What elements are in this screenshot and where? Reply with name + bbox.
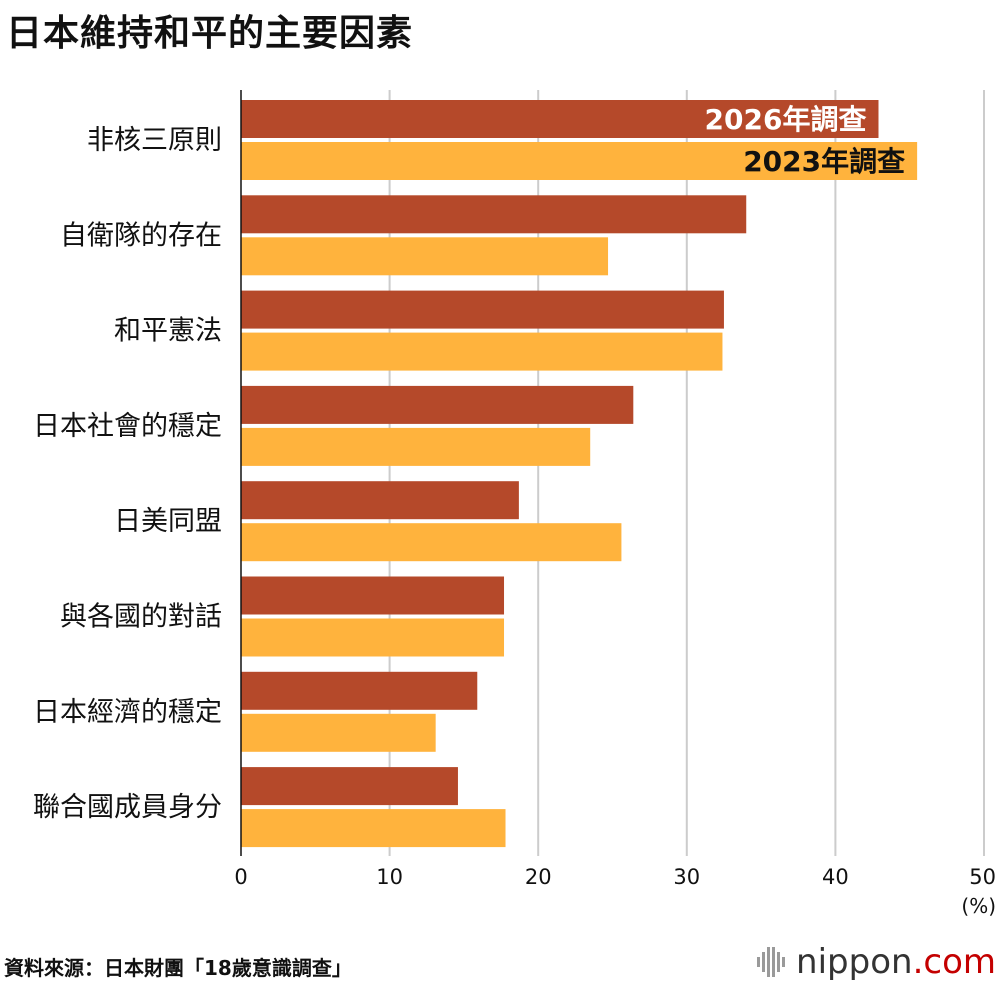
bar-2026	[241, 576, 505, 615]
category-label: 非核三原則	[87, 125, 222, 156]
bar-2026	[241, 385, 634, 424]
bar-2023	[241, 523, 622, 562]
brand-tld: .com	[912, 942, 996, 982]
category-label: 和平憲法	[114, 316, 222, 347]
category-label: 與各國的對話	[60, 602, 222, 633]
category-label: 日美同盟	[114, 506, 222, 537]
bar-2023	[241, 332, 723, 371]
brand-logo: nippon .com	[756, 942, 996, 982]
x-tick-label: 40	[822, 865, 849, 889]
category-label: 日本經濟的穩定	[33, 697, 222, 728]
x-tick-label: 50	[969, 865, 996, 889]
category-label: 日本社會的穩定	[33, 411, 222, 442]
bar-2026	[241, 767, 458, 806]
nippon-logo-icon	[757, 947, 786, 977]
legend-label-2023: 2023年調查	[743, 145, 905, 178]
bar-2026	[241, 481, 519, 520]
bar-2026	[241, 195, 747, 234]
x-tick-label: 0	[234, 865, 247, 889]
source-note: 資料來源：日本財團「18歲意識調查」	[4, 956, 352, 980]
bars	[241, 100, 918, 848]
bar-2026	[241, 100, 879, 138]
brand-wordmark: nippon .com	[796, 942, 996, 982]
category-label: 自衛隊的存在	[60, 220, 222, 251]
category-label: 聯合國成員身分	[33, 792, 222, 823]
legend-labels: 2026年調查 2023年調查	[705, 103, 906, 178]
bar-2023	[241, 427, 591, 466]
x-unit-label: (%)	[961, 894, 996, 918]
x-tick-label: 30	[673, 865, 700, 889]
bar-2023	[241, 809, 506, 848]
bar-2023	[241, 142, 918, 180]
legend-label-2026: 2026年調查	[705, 103, 867, 136]
x-tick-labels: 0 10 20 30 40 50	[234, 865, 996, 889]
x-tick-label: 10	[376, 865, 403, 889]
bar-2023	[241, 713, 436, 752]
chart-title: 日本維持和平的主要因素	[6, 13, 414, 54]
bar-2023	[241, 237, 609, 276]
x-tick-label: 20	[525, 865, 552, 889]
brand-name: nippon	[796, 942, 913, 982]
bar-2026	[241, 290, 724, 329]
category-labels: 非核三原則自衛隊的存在和平憲法日本社會的穩定日美同盟與各國的對話日本經濟的穩定聯…	[33, 125, 222, 823]
bar-2026	[241, 671, 478, 710]
bar-2023	[241, 618, 505, 657]
